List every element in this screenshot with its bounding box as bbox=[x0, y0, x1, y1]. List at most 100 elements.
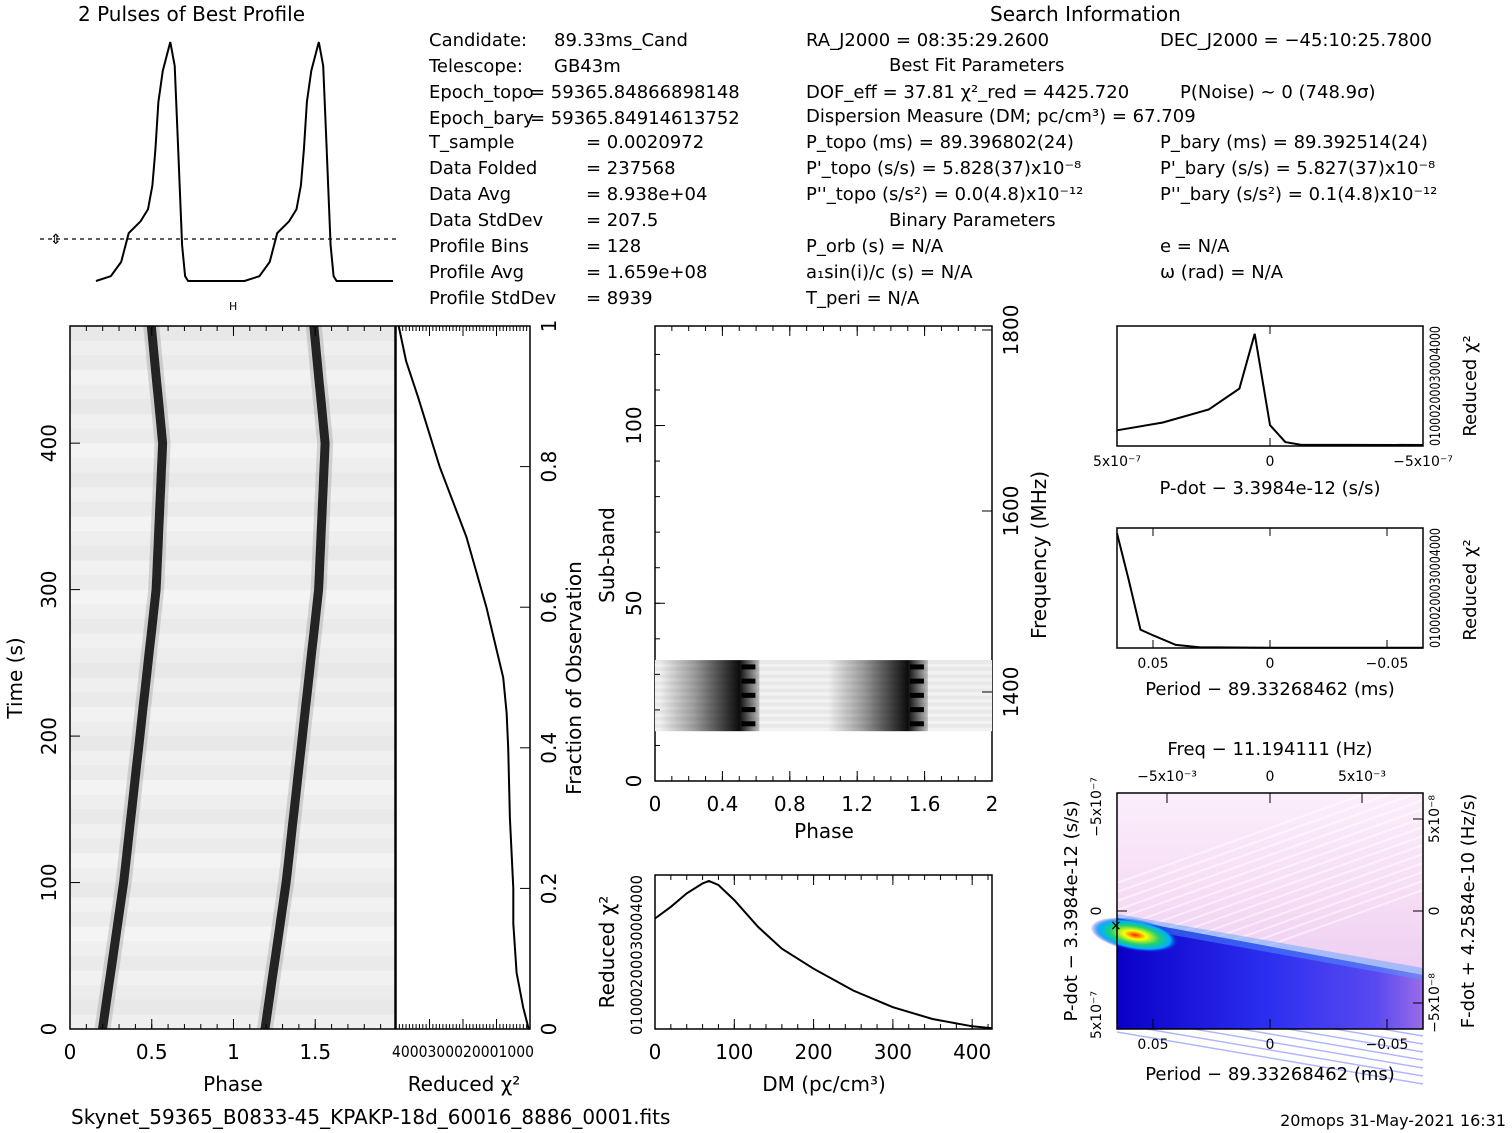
period-xtick-label: 0.05 bbox=[1137, 656, 1168, 672]
info-label: Profile Avg bbox=[429, 262, 524, 283]
noise-row bbox=[70, 970, 395, 986]
ecc-value: e = N/A bbox=[1160, 236, 1230, 257]
chi2-fraction-ytick-label: 0.6 bbox=[537, 591, 561, 623]
info-value: = 0.0020972 bbox=[586, 132, 704, 153]
dm-xtick-label: 100 bbox=[715, 1040, 753, 1064]
map-chi2-band-edge bbox=[1117, 914, 1423, 980]
map-x2tick-label: 0 bbox=[1266, 769, 1275, 785]
map-peak bbox=[1090, 917, 1180, 953]
map-x2tick-label: −5x10⁻³ bbox=[1137, 769, 1197, 785]
error-bar-marker: ⇕ bbox=[50, 232, 62, 248]
subband-xtick-label: 0 bbox=[649, 792, 662, 816]
time-phase-ytick-label: 0 bbox=[37, 1023, 61, 1036]
noise-row bbox=[70, 897, 395, 913]
noise-row bbox=[70, 487, 395, 503]
noise-row bbox=[70, 443, 395, 459]
subband-pulse-core bbox=[741, 664, 756, 670]
subband-row bbox=[655, 724, 992, 728]
pnoise-value: P(Noise) ~ 0 (748.9σ) bbox=[1180, 82, 1376, 103]
noise-row bbox=[70, 399, 395, 415]
map-ytick-label: −5x10⁻⁷ bbox=[1089, 777, 1105, 837]
subband-pulse-core bbox=[909, 707, 924, 713]
map-y2tick-label: 5x10⁻⁸ bbox=[1427, 795, 1443, 843]
subband-row bbox=[655, 688, 992, 693]
pdot-curve bbox=[1116, 333, 1424, 446]
pdot-plot: 5x10⁻⁷ 0 −5x10⁻⁷ 01000200030004000 P-dot −… bbox=[1093, 325, 1481, 499]
noise-row bbox=[70, 853, 395, 869]
pdot-bary-value: P'_bary (s/s) = 5.827(37)x10⁻⁸ bbox=[1160, 158, 1435, 179]
noise-row bbox=[70, 604, 395, 620]
noise-row bbox=[70, 472, 395, 488]
a1-value: a₁sin(i)/c (s) = N/A bbox=[806, 262, 973, 283]
noise-row bbox=[70, 941, 395, 957]
frequency-tick-label: 1400 bbox=[999, 667, 1023, 718]
pdot-frame bbox=[1116, 325, 1424, 447]
subband-xtick-label: 0.8 bbox=[774, 792, 806, 816]
pdot-xtick-label: 0 bbox=[1266, 454, 1275, 470]
noise-row bbox=[70, 369, 395, 385]
time-phase-ytick-label: 100 bbox=[37, 863, 61, 901]
pdot-xtick-label: 5x10⁻⁷ bbox=[1093, 454, 1141, 470]
pdot-topo-value: P'_topo (s/s) = 5.828(37)x10⁻⁸ bbox=[806, 158, 1081, 179]
filename: Skynet_59365_B0833-45_KPAKP-18d_60016_88… bbox=[71, 1105, 670, 1129]
map-y2tick-label: −5x10⁻⁸ bbox=[1427, 973, 1443, 1033]
profile-plot: ⇕ H bbox=[40, 41, 396, 313]
subband-row bbox=[655, 695, 992, 700]
info-value: = 1.659e+08 bbox=[586, 262, 707, 283]
period-ylabel: Reduced χ² bbox=[1460, 539, 1481, 640]
subband-row bbox=[655, 717, 992, 721]
candidate-info: Candidate: 89.33ms_Cand Telescope: GB43m… bbox=[428, 30, 740, 309]
dm-ylabel: Reduced χ² bbox=[595, 896, 619, 1009]
noise-row bbox=[70, 413, 395, 429]
search-info-title: Search Information bbox=[990, 2, 1181, 26]
chi2-fraction-ytick-label: 1 bbox=[537, 320, 561, 333]
pdot-xlabel: P-dot − 3.3984e-12 (s/s) bbox=[1159, 478, 1380, 499]
info-value: = 8939 bbox=[586, 288, 653, 309]
time-phase-ylabel: Time (s) bbox=[3, 637, 27, 719]
time-phase-xlabel: Phase bbox=[203, 1072, 263, 1096]
chi2-fraction-ytick-label: 0 bbox=[537, 1023, 561, 1036]
info-label: Profile Bins bbox=[429, 236, 529, 257]
noise-row bbox=[70, 794, 395, 810]
info-value: = 8.938e+04 bbox=[586, 184, 707, 205]
dm-xtick-label: 400 bbox=[953, 1040, 991, 1064]
timestamp: 20mops 31-May-2021 16:31 bbox=[1280, 1111, 1506, 1130]
map-chi2-band bbox=[1117, 918, 1423, 1029]
period-xtick-label: −0.05 bbox=[1366, 656, 1409, 672]
ra-value: RA_J2000 = 08:35:29.2600 bbox=[806, 30, 1049, 51]
info-label: T_sample bbox=[428, 132, 514, 153]
period-pdot-map: Freq − 11.194111 (Hz) × 0.05 0 −0.05 −5x10⁻… bbox=[1061, 739, 1479, 1085]
map-xtick-label: 0.05 bbox=[1137, 1037, 1168, 1053]
pddot-bary-value: P''_bary (s/s²) = 0.1(4.8)x10⁻¹² bbox=[1160, 184, 1437, 205]
dm-curve bbox=[654, 879, 993, 1030]
subband-row bbox=[655, 681, 992, 686]
noise-row bbox=[70, 721, 395, 737]
noise-row bbox=[70, 618, 395, 634]
noise-row bbox=[70, 750, 395, 766]
dm-yticks: 01000200030004000 bbox=[627, 875, 646, 1035]
noise-row bbox=[70, 662, 395, 678]
subband-xtick-label: 2 bbox=[986, 792, 999, 816]
info-value: = 237568 bbox=[586, 158, 676, 179]
period-xlabel: Period − 89.33268462 (ms) bbox=[1145, 679, 1395, 700]
map-contour bbox=[1116, 808, 1424, 920]
p-bary-value: P_bary (ms) = 89.392514(24) bbox=[1160, 132, 1428, 153]
noise-row bbox=[70, 457, 395, 473]
map-contour bbox=[1116, 790, 1424, 902]
subband-pulse-core bbox=[741, 692, 756, 698]
map-contour bbox=[1116, 817, 1424, 929]
info-label: Profile StdDev bbox=[429, 288, 557, 309]
map-ytick-label: 5x10⁻⁷ bbox=[1089, 991, 1105, 1039]
chi2-fraction-ytick-label: 0.4 bbox=[537, 732, 561, 764]
time-phase-frame bbox=[69, 325, 396, 1030]
info-value: = 128 bbox=[586, 236, 641, 257]
info-value: = 207.5 bbox=[586, 210, 658, 231]
noise-row bbox=[70, 955, 395, 971]
noise-row bbox=[70, 575, 395, 591]
info-label: Data StdDev bbox=[429, 210, 544, 231]
period-frame bbox=[1116, 527, 1424, 649]
noise-row bbox=[70, 985, 395, 1001]
subband-pulse-core bbox=[741, 678, 756, 684]
noise-row bbox=[70, 765, 395, 781]
noise-row bbox=[70, 736, 395, 752]
